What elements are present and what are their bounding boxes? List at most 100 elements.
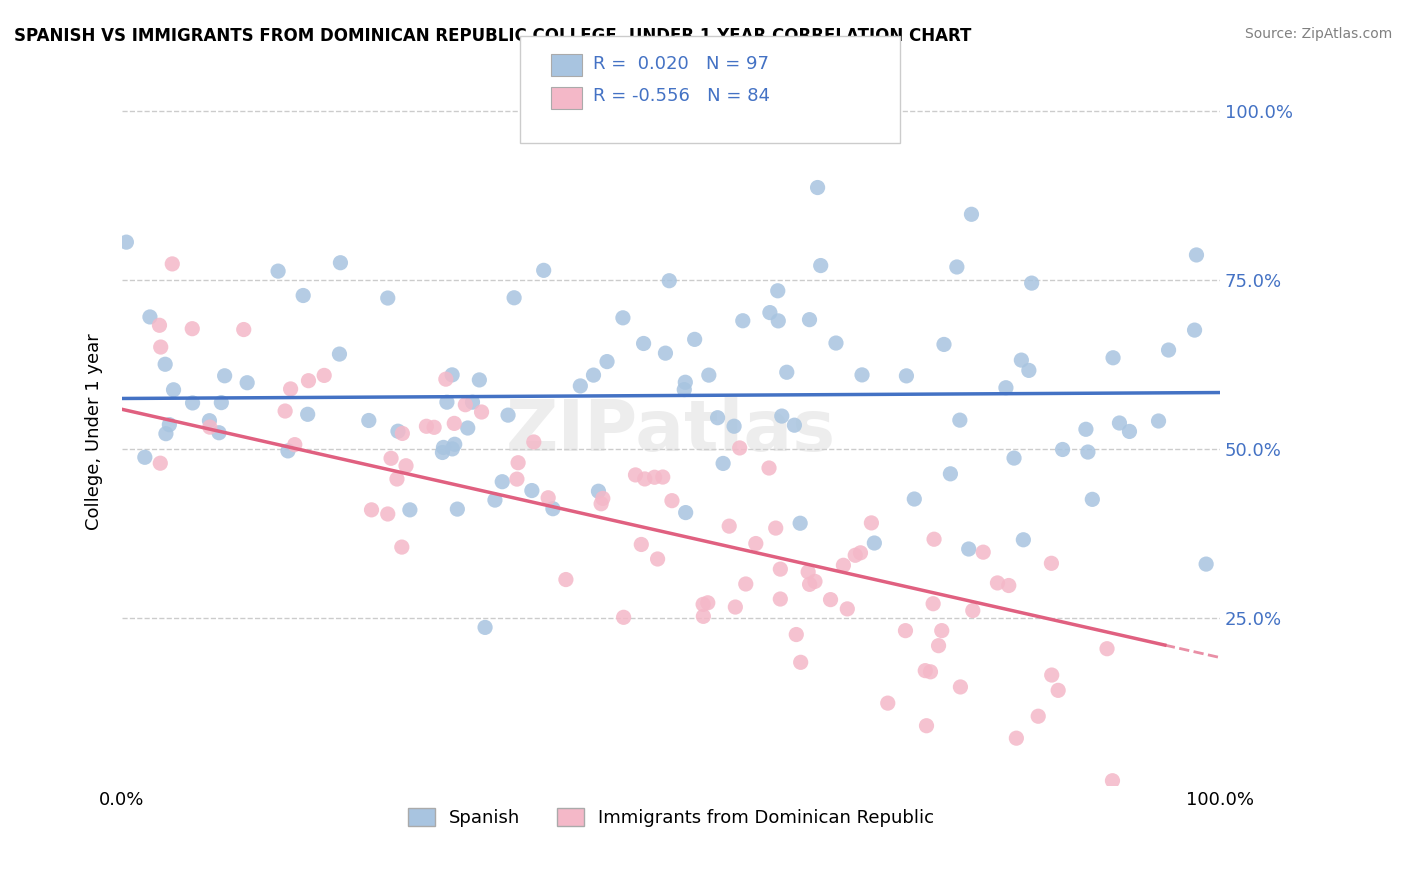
- Point: [443, 417, 465, 431]
- Point: [1077, 445, 1099, 459]
- Point: [157, 417, 180, 432]
- Point: [692, 598, 714, 612]
- Point: [986, 576, 1008, 591]
- Point: [1118, 425, 1140, 439]
- Point: [915, 719, 938, 733]
- Point: [454, 398, 477, 412]
- Point: [209, 395, 232, 409]
- Point: [946, 260, 969, 274]
- Point: [728, 441, 751, 455]
- Point: [588, 484, 610, 499]
- Point: [284, 437, 307, 451]
- Point: [1081, 492, 1104, 507]
- Point: [658, 274, 681, 288]
- Point: [745, 536, 768, 550]
- Point: [148, 318, 170, 333]
- Point: [863, 536, 886, 550]
- Text: ZIPatlas: ZIPatlas: [506, 398, 837, 467]
- Point: [613, 610, 636, 624]
- Point: [1184, 323, 1206, 337]
- Point: [612, 310, 634, 325]
- Text: SPANISH VS IMMIGRANTS FROM DOMINICAN REPUBLIC COLLEGE, UNDER 1 YEAR CORRELATION : SPANISH VS IMMIGRANTS FROM DOMINICAN REP…: [14, 27, 972, 45]
- Point: [1195, 557, 1218, 571]
- Point: [503, 291, 526, 305]
- Point: [1018, 363, 1040, 377]
- Point: [329, 256, 352, 270]
- Point: [832, 558, 855, 573]
- Point: [644, 470, 666, 484]
- Point: [806, 180, 828, 194]
- Point: [377, 507, 399, 521]
- Text: R = -0.556   N = 84: R = -0.556 N = 84: [593, 87, 770, 105]
- Point: [541, 501, 564, 516]
- Point: [134, 450, 156, 465]
- Point: [436, 395, 458, 409]
- Point: [1157, 343, 1180, 357]
- Point: [1101, 773, 1123, 788]
- Point: [972, 545, 994, 559]
- Point: [1012, 533, 1035, 547]
- Point: [1095, 641, 1118, 656]
- Point: [1010, 353, 1032, 368]
- Point: [468, 373, 491, 387]
- Point: [461, 395, 484, 409]
- Point: [673, 383, 696, 397]
- Point: [357, 413, 380, 427]
- Point: [432, 441, 454, 455]
- Point: [624, 467, 647, 482]
- Point: [1005, 731, 1028, 746]
- Point: [208, 425, 231, 440]
- Point: [797, 565, 820, 579]
- Point: [1002, 451, 1025, 466]
- Point: [162, 257, 184, 271]
- Point: [395, 458, 418, 473]
- Point: [723, 419, 745, 434]
- Point: [591, 497, 613, 511]
- Point: [820, 592, 842, 607]
- Point: [457, 421, 479, 435]
- Point: [860, 516, 883, 530]
- Point: [696, 596, 718, 610]
- Point: [776, 365, 799, 379]
- Point: [922, 597, 945, 611]
- Point: [785, 627, 807, 641]
- Point: [181, 396, 204, 410]
- Point: [1074, 422, 1097, 436]
- Point: [675, 506, 697, 520]
- Point: [766, 284, 789, 298]
- Point: [957, 541, 980, 556]
- Text: Source: ZipAtlas.com: Source: ZipAtlas.com: [1244, 27, 1392, 41]
- Y-axis label: College, Under 1 year: College, Under 1 year: [86, 334, 103, 531]
- Point: [297, 374, 319, 388]
- Point: [920, 665, 942, 679]
- Point: [443, 437, 465, 451]
- Point: [314, 368, 336, 383]
- Point: [903, 491, 925, 506]
- Point: [706, 410, 728, 425]
- Point: [214, 368, 236, 383]
- Point: [769, 562, 792, 576]
- Point: [520, 483, 543, 498]
- Point: [1047, 683, 1070, 698]
- Point: [537, 491, 560, 505]
- Point: [876, 696, 898, 710]
- Point: [1102, 351, 1125, 365]
- Point: [115, 235, 138, 249]
- Point: [896, 368, 918, 383]
- Point: [928, 639, 950, 653]
- Point: [232, 322, 254, 336]
- Point: [931, 624, 953, 638]
- Point: [484, 493, 506, 508]
- Point: [596, 354, 619, 368]
- Point: [292, 288, 315, 302]
- Point: [470, 405, 492, 419]
- Point: [162, 383, 184, 397]
- Point: [474, 620, 496, 634]
- Point: [491, 475, 513, 489]
- Point: [153, 357, 176, 371]
- Point: [894, 624, 917, 638]
- Point: [939, 467, 962, 481]
- Point: [267, 264, 290, 278]
- Point: [432, 445, 454, 459]
- Point: [441, 368, 464, 382]
